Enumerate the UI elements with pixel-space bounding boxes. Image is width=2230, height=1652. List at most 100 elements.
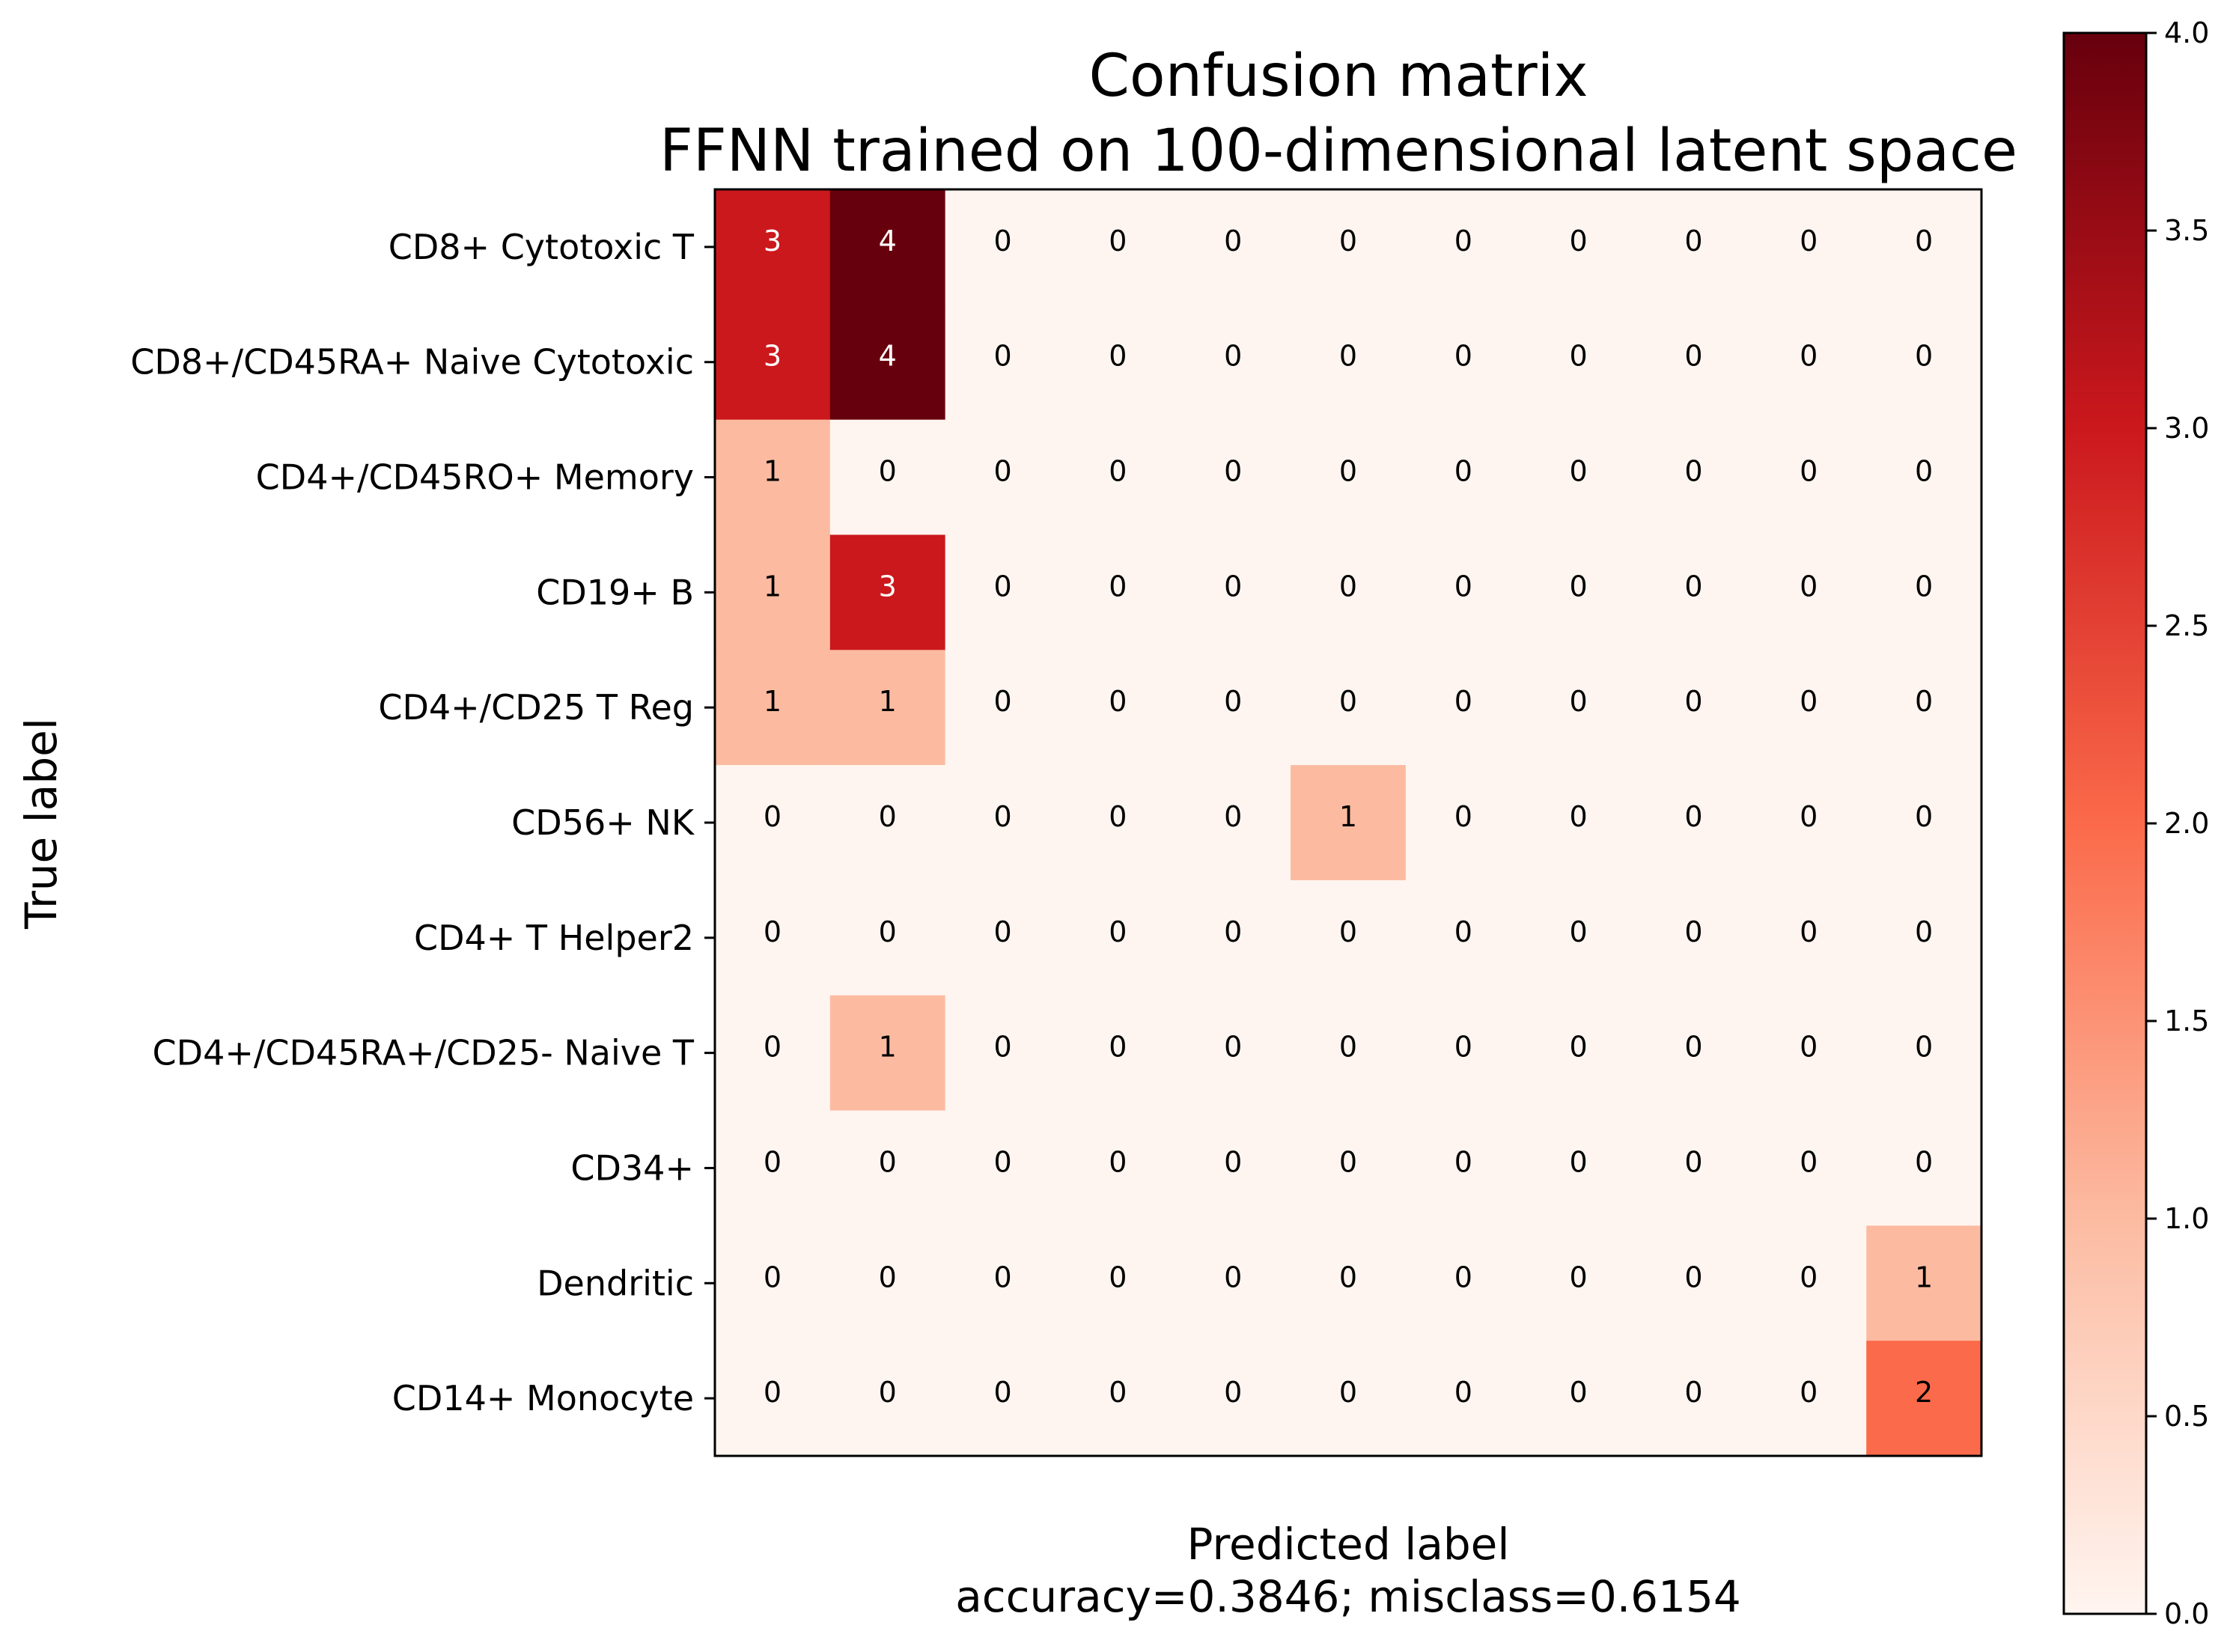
heatmap-cell xyxy=(1405,304,1522,421)
colorbar-tick-label: 1.5 xyxy=(2164,1005,2209,1037)
heatmap-cell xyxy=(1866,1110,1982,1226)
heatmap-cell xyxy=(945,1341,1061,1457)
heatmap-cell-value: 0 xyxy=(1454,1031,1472,1064)
heatmap-cell xyxy=(1751,1110,1867,1226)
heatmap-cell-value: 0 xyxy=(1224,1261,1242,1293)
x-axis-label: Predicted label xyxy=(1187,1519,1510,1570)
heatmap-cell-value: 0 xyxy=(993,340,1011,373)
heatmap-cell-value: 0 xyxy=(764,915,782,948)
heatmap-cell-value: 0 xyxy=(993,800,1011,833)
heatmap-cell-value: 0 xyxy=(764,1261,782,1293)
heatmap-cell xyxy=(1175,419,1291,536)
heatmap-cell-value: 0 xyxy=(1109,800,1127,833)
heatmap-cell xyxy=(1520,304,1637,421)
y-axis-ticks: CD8+ Cytotoxic T CD8+/CD45RA+ Naive Cytot… xyxy=(130,227,715,1418)
heatmap-cell-value: 0 xyxy=(1224,685,1242,718)
heatmap-cell-value: 0 xyxy=(1454,570,1472,603)
heatmap-cell xyxy=(945,880,1061,996)
heatmap-cell xyxy=(1520,1341,1637,1457)
heatmap-cell xyxy=(1405,650,1522,766)
heatmap-cell-value: 0 xyxy=(764,1376,782,1409)
heatmap-cell-value: 0 xyxy=(1339,1376,1357,1409)
heatmap-cell xyxy=(1636,1225,1752,1341)
heatmap-cell xyxy=(829,650,946,766)
heatmap-cell-value: 0 xyxy=(879,915,897,948)
heatmap-cell-value: 0 xyxy=(1109,455,1127,488)
heatmap-cell xyxy=(1060,1225,1176,1341)
heatmap-cell-value: 0 xyxy=(1339,340,1357,373)
heatmap-cell-value: 0 xyxy=(1454,1376,1472,1409)
heatmap-cell xyxy=(1636,1110,1752,1226)
heatmap-cell xyxy=(945,995,1061,1112)
heatmap-cell xyxy=(1636,765,1752,881)
heatmap-cell-value: 0 xyxy=(1684,570,1702,603)
heatmap-cell-value: 0 xyxy=(1684,800,1702,833)
heatmap-cell-value: 0 xyxy=(1454,225,1472,257)
heatmap-cell xyxy=(1751,304,1867,421)
heatmap-cell xyxy=(715,534,831,650)
colorbar-tick-label: 2.0 xyxy=(2164,807,2209,840)
heatmap-cell xyxy=(1751,765,1867,881)
heatmap-cell-value: 0 xyxy=(1684,685,1702,718)
heatmap-cell-value: 0 xyxy=(1800,685,1818,718)
heatmap-cell xyxy=(1636,1341,1752,1457)
heatmap-cell xyxy=(1636,419,1752,536)
heatmap-cell-value: 0 xyxy=(1915,1031,1933,1064)
heatmap-cell xyxy=(1520,534,1637,650)
colorbar xyxy=(2062,31,2148,1615)
heatmap-cell-value: 1 xyxy=(764,570,782,603)
heatmap-cell xyxy=(715,880,831,996)
y-axis-tick-label: CD34+ xyxy=(570,1147,694,1188)
heatmap-cell-value: 0 xyxy=(1684,455,1702,488)
x-axis-sublabel: accuracy=0.3846; misclass=0.6154 xyxy=(955,1571,1741,1622)
heatmap-cell-value: 0 xyxy=(1800,800,1818,833)
heatmap-cell-value: 0 xyxy=(879,1145,897,1178)
colorbar-tick-label: 1.0 xyxy=(2164,1202,2209,1235)
heatmap-cell-value: 0 xyxy=(1570,340,1588,373)
heatmap-cell-value: 0 xyxy=(993,225,1011,257)
heatmap-cell-value: 0 xyxy=(1570,800,1588,833)
heatmap-cell-value: 0 xyxy=(993,1261,1011,1293)
heatmap-cell xyxy=(945,650,1061,766)
heatmap-cell xyxy=(715,765,831,881)
heatmap-cell-value: 0 xyxy=(1454,685,1472,718)
y-axis-tick-label: CD8+/CD45RA+ Naive Cytotoxic xyxy=(130,342,694,382)
heatmap-cell xyxy=(1405,419,1522,536)
heatmap-cell-value: 0 xyxy=(1339,915,1357,948)
heatmap-cell xyxy=(1175,880,1291,996)
heatmap-cell-value: 0 xyxy=(1684,1031,1702,1064)
heatmap-cell xyxy=(1291,1341,1407,1457)
y-axis-tick-label: CD4+/CD45RO+ Memory xyxy=(256,457,694,498)
heatmap-cell-value: 0 xyxy=(1800,1376,1818,1409)
heatmap-cell-value: 0 xyxy=(1800,570,1818,603)
heatmap-cell xyxy=(1751,419,1867,536)
heatmap-cell xyxy=(1520,765,1637,881)
heatmap-cell-value: 0 xyxy=(1915,1145,1933,1178)
heatmap-cell-values: 3 4 0 0 0 0 0 0 0 0 0 3 4 0 0 0 0 0 0 0 0 0 1 0 0 0 0 0 0 0 0 0 0 1 3 0 0 0 0 0… xyxy=(764,225,1933,1409)
heatmap-cell-value: 4 xyxy=(879,225,897,257)
heatmap-cell-value: 3 xyxy=(879,570,897,603)
heatmap-cells xyxy=(715,189,1982,1457)
colorbar-tick-label: 2.5 xyxy=(2164,609,2209,642)
heatmap-cell-value: 0 xyxy=(1570,915,1588,948)
heatmap-cell xyxy=(1520,995,1637,1112)
heatmap-cell-value: 0 xyxy=(1339,225,1357,257)
heatmap-cell-value: 0 xyxy=(1454,455,1472,488)
y-axis-tick-label: CD4+/CD45RA+/CD25- Naive T xyxy=(153,1033,695,1073)
heatmap-cell-value: 0 xyxy=(1570,1145,1588,1178)
heatmap-cell xyxy=(1866,995,1982,1112)
heatmap-cell xyxy=(1291,1225,1407,1341)
heatmap-cell-value: 0 xyxy=(1454,800,1472,833)
heatmap-cell-value: 0 xyxy=(993,455,1011,488)
heatmap-cell-value: 0 xyxy=(1109,1031,1127,1064)
heatmap-cell-value: 0 xyxy=(1454,1145,1472,1178)
y-axis-label: True label xyxy=(16,718,67,930)
heatmap-cell-value: 0 xyxy=(1224,1145,1242,1178)
heatmap-cell-value: 0 xyxy=(1800,1145,1818,1178)
heatmap-cell xyxy=(1520,650,1637,766)
heatmap-cell-value: 2 xyxy=(1915,1376,1933,1409)
heatmap-cell xyxy=(1405,880,1522,996)
heatmap-cell xyxy=(829,1110,946,1226)
heatmap-cell xyxy=(1866,765,1982,881)
heatmap-cell xyxy=(1060,765,1176,881)
